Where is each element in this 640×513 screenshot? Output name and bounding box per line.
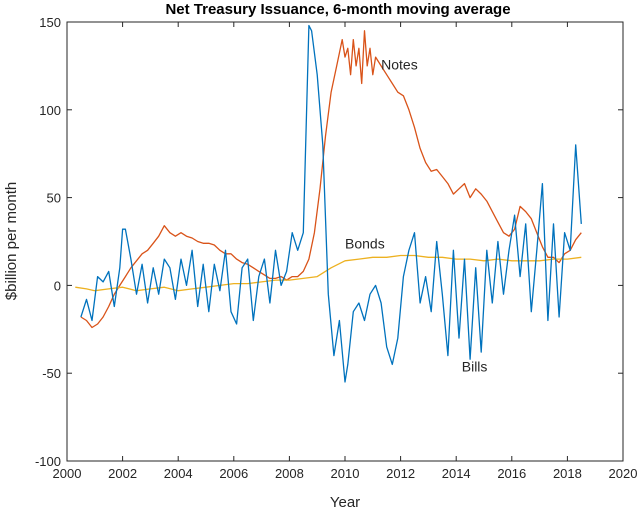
y-tick-label: 0 bbox=[54, 278, 61, 293]
annotations: Notes Bonds Bills bbox=[345, 56, 487, 374]
y-tick-label: 150 bbox=[39, 15, 61, 30]
annotation-notes: Notes bbox=[381, 56, 418, 72]
series-line-bonds bbox=[75, 254, 582, 292]
series-line-bills bbox=[80, 24, 582, 383]
x-tick-label: 2004 bbox=[164, 466, 193, 481]
x-tick-label: 2018 bbox=[553, 466, 582, 481]
y-tick-label: -100 bbox=[35, 454, 61, 469]
series-line-notes bbox=[80, 30, 582, 329]
annotation-bills: Bills bbox=[462, 358, 488, 374]
series-layer bbox=[75, 24, 582, 383]
x-tick-label: 2000 bbox=[53, 466, 82, 481]
x-tick-label: 2008 bbox=[275, 466, 304, 481]
y-axis: -100 -50 0 50 100 150 bbox=[35, 15, 623, 469]
chart-title: Net Treasury Issuance, 6-month moving av… bbox=[165, 1, 510, 18]
y-tick-label: -50 bbox=[42, 366, 61, 381]
y-tick-label: 100 bbox=[39, 103, 61, 118]
x-axis-title: Year bbox=[330, 494, 360, 511]
x-tick-label: 2016 bbox=[497, 466, 526, 481]
x-axis: 2000 2002 2004 2006 2008 2010 2012 2014 2016 2018… bbox=[53, 22, 638, 481]
y-axis-title: $billion per month bbox=[3, 182, 20, 300]
x-tick-label: 2010 bbox=[331, 466, 360, 481]
x-tick-label: 2014 bbox=[442, 466, 471, 481]
x-tick-label: 2002 bbox=[108, 466, 137, 481]
y-tick-label: 50 bbox=[47, 191, 61, 206]
x-tick-label: 2006 bbox=[219, 466, 248, 481]
x-tick-label: 2020 bbox=[609, 466, 638, 481]
x-tick-label: 2012 bbox=[386, 466, 415, 481]
annotation-bonds: Bonds bbox=[345, 236, 385, 252]
